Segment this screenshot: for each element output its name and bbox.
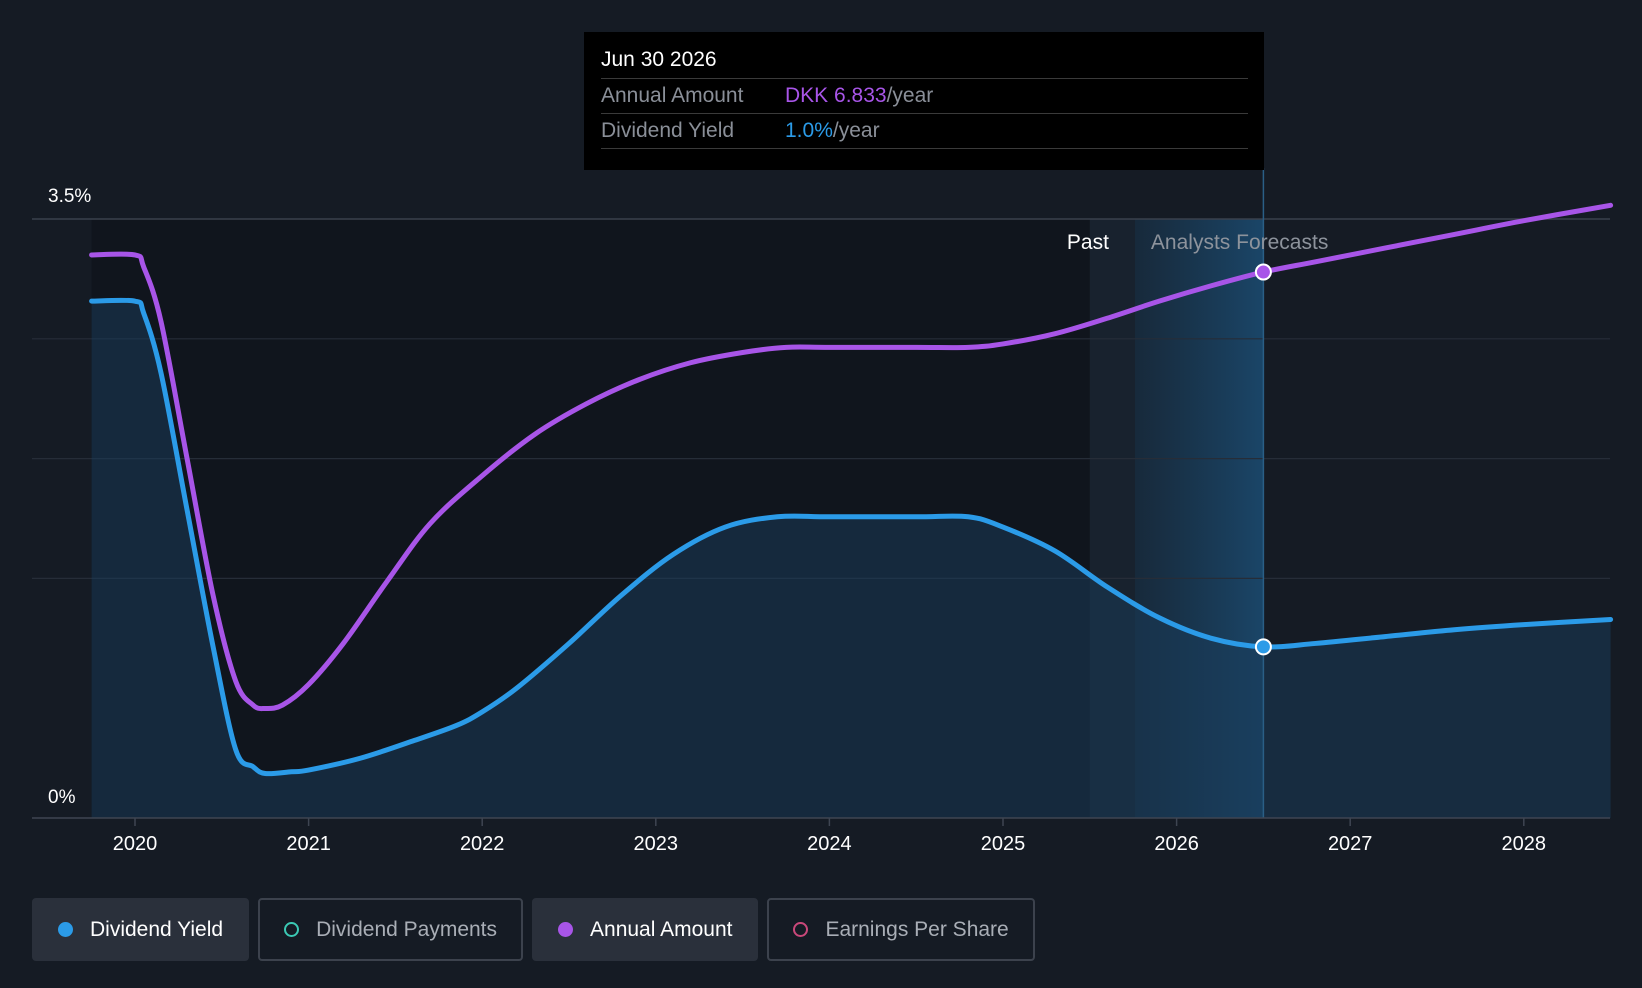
past-label: Past	[1067, 231, 1109, 254]
legend-dividend-payments-label: Dividend Payments	[316, 917, 498, 941]
legend-dividend-yield-label: Dividend Yield	[90, 917, 224, 941]
x-tick-label: 2023	[634, 833, 679, 855]
x-tick-label: 2028	[1502, 833, 1547, 855]
annual-amount-dot-icon	[558, 922, 574, 937]
legend-annual-amount[interactable]: Annual Amount	[532, 898, 759, 961]
x-tick-label: 2020	[113, 833, 158, 855]
x-tick-label: 2021	[286, 833, 331, 855]
tooltip: Jun 30 2026 Annual Amount DKK 6.833 /yea…	[584, 32, 1264, 170]
hover-markers	[1254, 263, 1272, 656]
legend-dividend-payments[interactable]: Dividend Payments	[258, 898, 524, 961]
tooltip-dividend-yield-value: 1.0%	[785, 119, 833, 142]
tooltip-dividend-yield-unit: /year	[832, 119, 880, 142]
area-fills	[91, 300, 1611, 818]
legend-annual-amount-label: Annual Amount	[590, 917, 733, 941]
dividend-yield-dot-icon	[58, 922, 73, 937]
dividend-yield-area	[91, 300, 1611, 818]
annual-amount-line	[89, 202, 1614, 712]
tooltip-annual-amount-unit: /year	[886, 84, 934, 107]
x-tick-label: 2026	[1154, 833, 1199, 855]
legend-earnings-per-share-label: Earnings Per Share	[825, 917, 1009, 941]
x-tick-label: 2027	[1328, 833, 1373, 855]
x-tick-label: 2025	[981, 833, 1026, 855]
x-ticks: 2020 2021 2022 2023 2024 2025 2026 2027 2028	[113, 818, 1546, 855]
legend: Dividend Yield Dividend Payments Annual …	[32, 898, 1035, 961]
tooltip-annual-amount-label: Annual Amount	[601, 84, 744, 107]
x-tick-label: 2022	[460, 833, 505, 855]
tooltip-annual-amount-value: DKK 6.833	[785, 84, 887, 107]
dividend-yield-line	[89, 297, 1614, 777]
series-lines	[89, 202, 1614, 777]
tooltip-date: Jun 30 2026	[601, 48, 717, 71]
y-tick-min: 0%	[48, 787, 76, 808]
y-tick-max: 3.5%	[48, 186, 91, 207]
tooltip-dividend-yield-label: Dividend Yield	[601, 119, 735, 142]
earnings-per-share-ring-icon	[793, 922, 809, 937]
dividend-yield-hover-marker	[1254, 638, 1272, 656]
x-tick-label: 2024	[807, 833, 852, 855]
dividend-payments-ring-icon	[284, 922, 300, 937]
legend-earnings-per-share[interactable]: Earnings Per Share	[767, 898, 1035, 961]
forecast-label: Analysts Forecasts	[1151, 231, 1328, 254]
tooltip-annual-amount-row: Annual Amount DKK 6.833 /year	[601, 78, 1248, 113]
tooltip-dividend-yield-row: Dividend Yield 1.0% /year	[601, 113, 1248, 149]
legend-dividend-yield[interactable]: Dividend Yield	[32, 898, 250, 961]
annual-amount-hover-marker	[1254, 263, 1272, 281]
